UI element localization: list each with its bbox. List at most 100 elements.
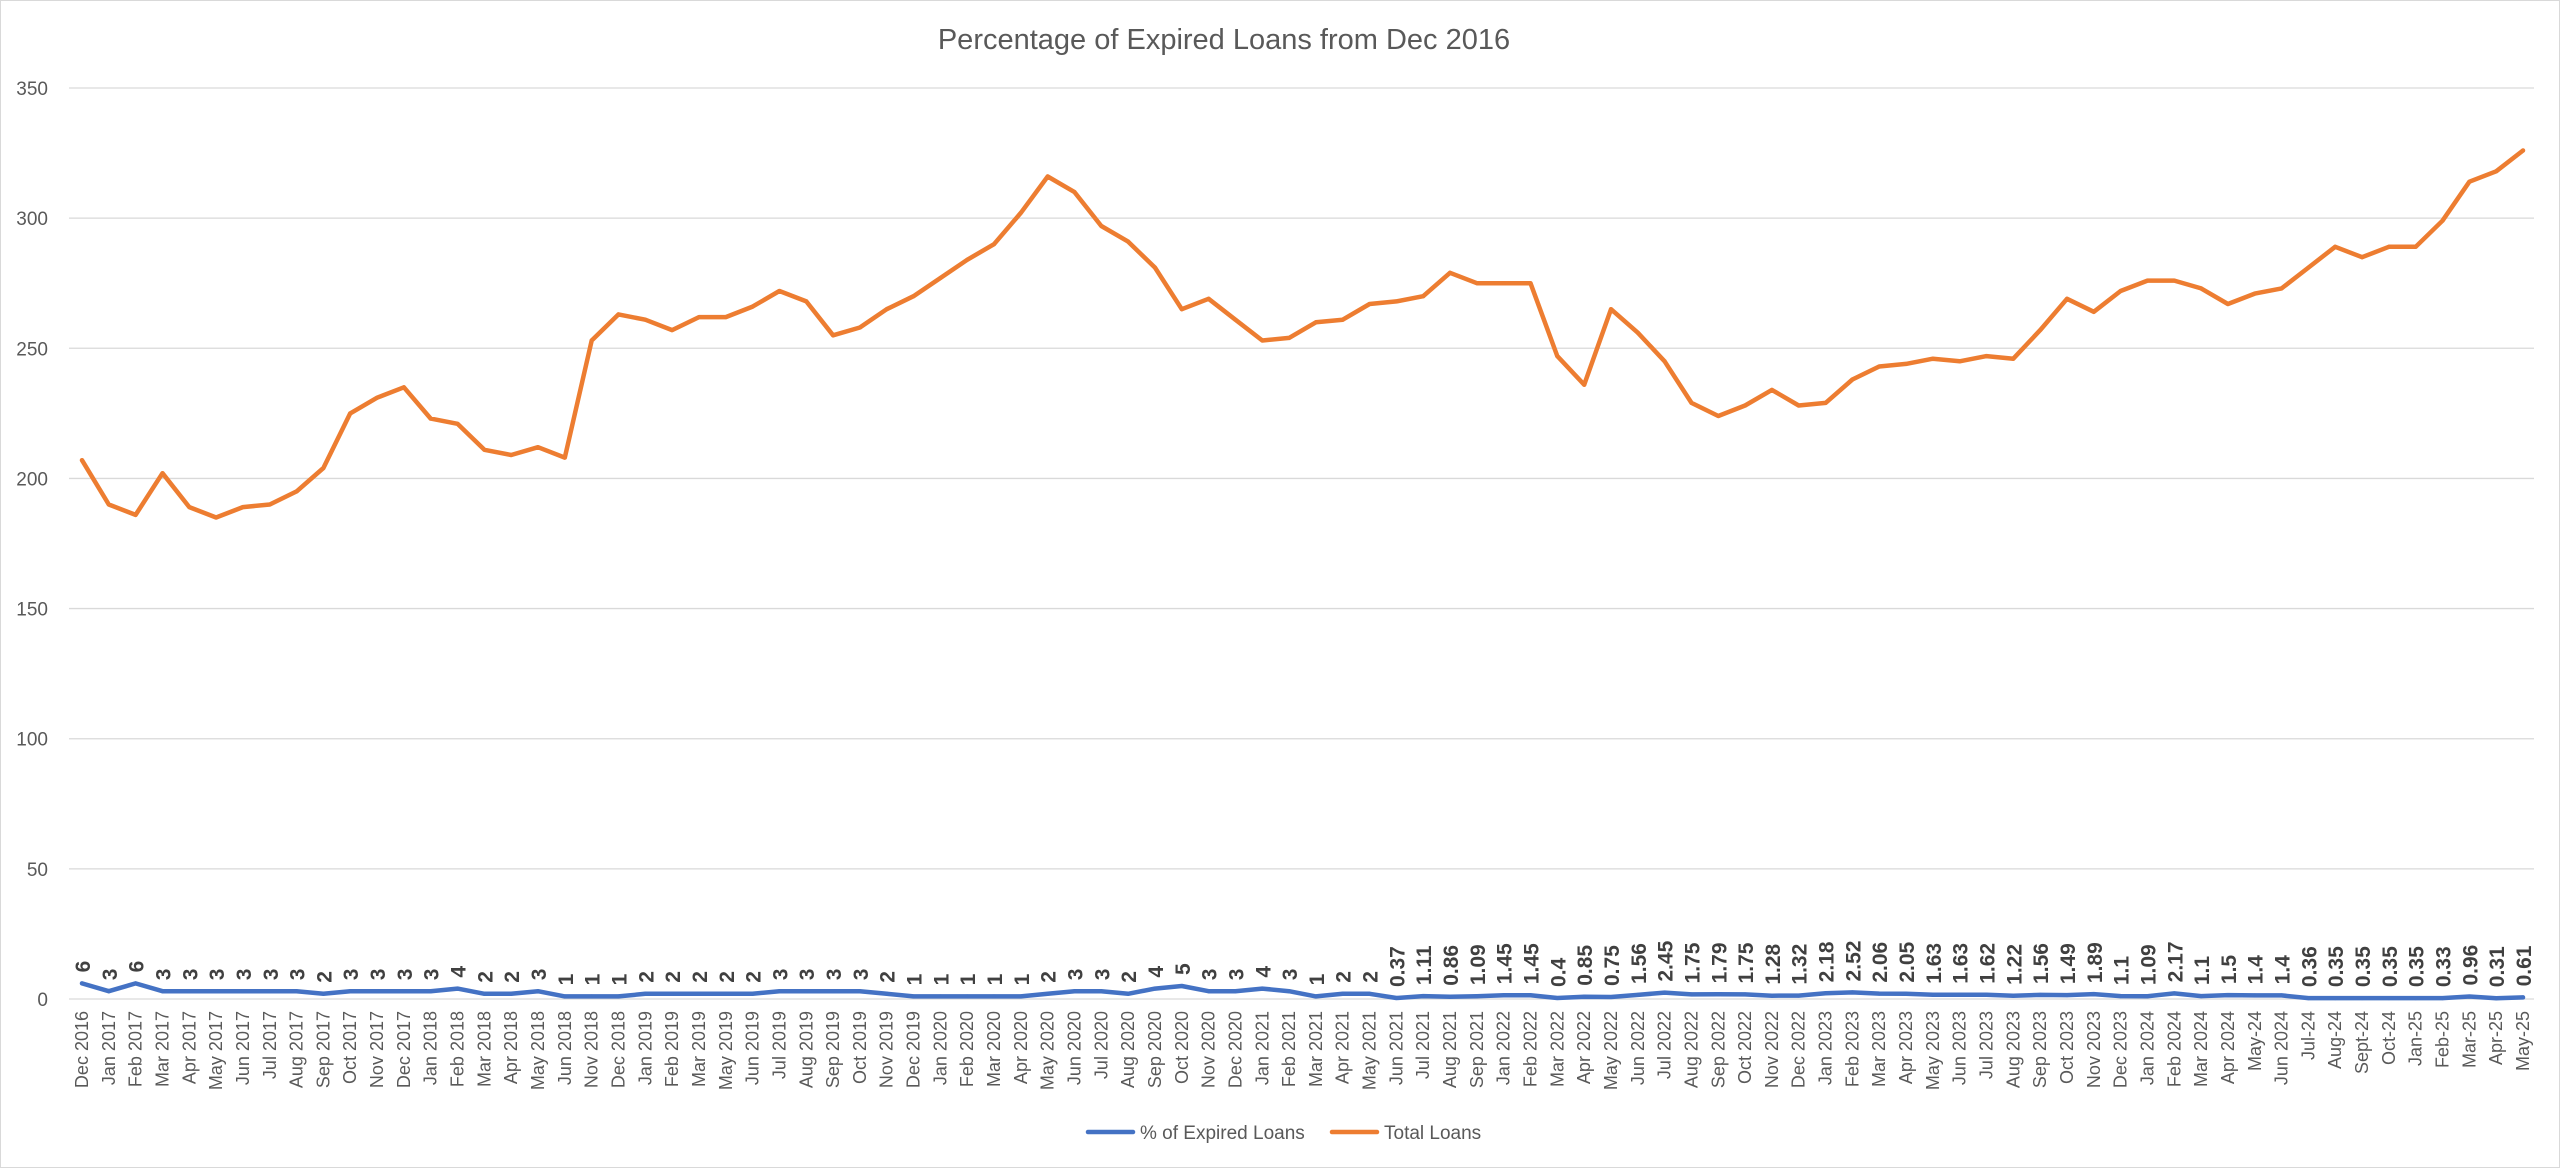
data-point-of-expired-loans: [1662, 990, 1667, 995]
data-point-total-loans: [160, 471, 165, 476]
x-tick-label: May 2018: [528, 1011, 548, 1090]
data-point-of-expired-loans: [2386, 996, 2391, 1001]
x-tick-label: Feb 2024: [2164, 1011, 2184, 1087]
data-point-of-expired-loans: [777, 989, 782, 994]
data-point-of-expired-loans: [2306, 996, 2311, 1001]
x-tick-label: Feb 2022: [1521, 1011, 1541, 1087]
data-point-of-expired-loans: [1528, 993, 1533, 998]
data-point-total-loans: [2279, 286, 2284, 291]
data-point-of-expired-loans: [911, 994, 916, 999]
data-point-total-loans: [1716, 414, 1721, 418]
data-point-of-expired-loans: [1179, 984, 1184, 988]
data-point-of-expired-loans: [2279, 993, 2284, 998]
data-label: 1: [904, 973, 927, 985]
data-point-total-loans: [562, 455, 567, 460]
data-label: 1.09: [1467, 944, 1490, 985]
x-tick-label: Jun 2022: [1628, 1011, 1648, 1085]
data-point-total-loans: [2118, 289, 2123, 293]
x-tick-label: Oct 2020: [1172, 1011, 1192, 1084]
data-point-total-loans: [267, 502, 272, 507]
data-point-of-expired-loans: [106, 989, 111, 994]
legend-label: % of Expired Loans: [1140, 1123, 1305, 1144]
data-label: 0.75: [1601, 945, 1624, 986]
x-tick-label: Sept-24: [2352, 1011, 2372, 1074]
data-point-of-expired-loans: [1689, 992, 1694, 997]
data-point-total-loans: [2413, 244, 2418, 249]
x-tick-label: Mar-25: [2459, 1011, 2479, 1068]
data-label: 2: [662, 971, 685, 983]
data-label: 3: [1091, 969, 1114, 981]
data-point-total-loans: [2252, 291, 2257, 296]
data-point-of-expired-loans: [1501, 993, 1506, 998]
data-point-of-expired-loans: [2467, 994, 2472, 999]
chart-title: Percentage of Expired Loans from Dec 201…: [938, 24, 1510, 56]
data-label: 1.49: [2057, 943, 2080, 984]
x-tick-label: Jul 2019: [769, 1011, 789, 1079]
x-tick-label: Oct 2019: [850, 1011, 870, 1084]
data-label: 3: [99, 969, 122, 981]
x-tick-label: Apr 2018: [501, 1011, 521, 1084]
x-tick-label: Feb 2021: [1279, 1011, 1299, 1087]
data-point-total-loans: [1957, 359, 1962, 364]
data-point-total-loans: [2440, 218, 2445, 223]
data-point-of-expired-loans: [2091, 992, 2096, 997]
data-point-total-loans: [831, 333, 836, 338]
data-point-total-loans: [1313, 320, 1318, 325]
data-label: 2.18: [1816, 941, 1839, 982]
x-tick-label: Apr 2020: [1011, 1011, 1031, 1084]
data-label: 6: [72, 961, 95, 973]
data-point-of-expired-loans: [267, 989, 272, 994]
data-point-of-expired-loans: [1635, 992, 1640, 997]
x-tick-label: May-25: [2513, 1011, 2533, 1071]
data-point-of-expired-loans: [750, 991, 755, 996]
data-point-total-loans: [294, 489, 299, 494]
data-label: 0.35: [2325, 946, 2348, 987]
data-point-total-loans: [1421, 294, 1426, 299]
x-tick-label: Oct 2017: [340, 1011, 360, 1084]
data-label: 3: [367, 969, 390, 981]
data-point-total-loans: [1743, 403, 1748, 408]
data-point-of-expired-loans: [804, 989, 809, 994]
y-tick-label: 300: [16, 209, 48, 230]
data-label: 3: [528, 969, 551, 981]
data-point-total-loans: [536, 445, 540, 450]
x-tick-label: Jul 2023: [1977, 1011, 1997, 1079]
data-point-of-expired-loans: [1904, 991, 1908, 996]
data-label: 1.22: [2003, 944, 2026, 985]
x-tick-label: Jun 2020: [1064, 1011, 1084, 1085]
data-point-of-expired-loans: [375, 989, 380, 994]
series-lines: [79, 148, 2526, 1001]
x-tick-label: Feb 2018: [448, 1011, 468, 1087]
data-label: 3: [394, 969, 417, 981]
x-tick-label: Dec 2017: [394, 1011, 414, 1088]
x-tick-label: Nov 2022: [1762, 1011, 1782, 1088]
data-label: 2.06: [1869, 942, 1892, 983]
data-point-of-expired-loans: [1233, 989, 1238, 994]
x-tick-label: Mar 2022: [1547, 1011, 1567, 1087]
data-point-of-expired-loans: [1340, 991, 1345, 996]
data-point-total-loans: [643, 317, 648, 322]
data-point-of-expired-loans: [1984, 992, 1989, 997]
data-label: 5: [1172, 963, 1195, 975]
data-point-total-loans: [965, 257, 970, 262]
x-tick-label: Nov 2020: [1199, 1011, 1219, 1088]
data-point-of-expired-loans: [1394, 996, 1399, 1000]
y-tick-label: 350: [16, 79, 48, 100]
x-tick-label: Dec 2016: [72, 1011, 92, 1088]
data-label: 1.89: [2084, 942, 2107, 983]
data-point-total-loans: [1394, 299, 1399, 304]
data-label: 3: [1064, 969, 1087, 981]
x-tick-label: May 2023: [1923, 1011, 1943, 1090]
data-point-of-expired-loans: [1206, 989, 1211, 994]
data-label: 0.35: [2406, 946, 2429, 987]
data-label: 2: [1333, 971, 1356, 983]
data-point-of-expired-loans: [1716, 992, 1721, 997]
data-label: 1: [1011, 973, 1034, 985]
data-label: 3: [850, 969, 873, 981]
data-point-total-loans: [1018, 210, 1023, 215]
data-label: 1.5: [2218, 955, 2241, 985]
data-point-total-loans: [2199, 286, 2204, 291]
data-label: 4: [448, 966, 471, 978]
data-point-of-expired-loans: [1099, 989, 1104, 994]
data-point-total-loans: [697, 315, 701, 320]
